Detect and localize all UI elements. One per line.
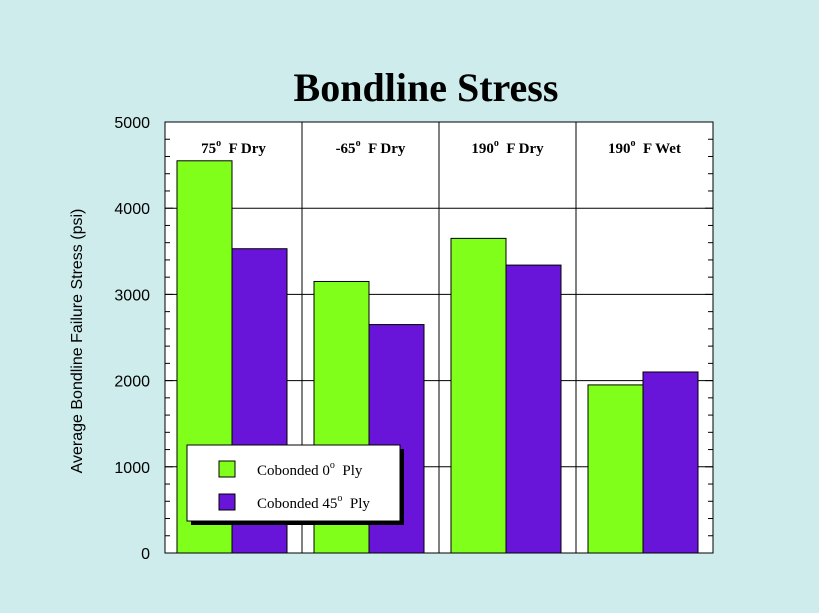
category-label: 190o F Dry	[471, 138, 544, 157]
bar-series-1	[587, 384, 644, 554]
legend-label-2: Cobonded 45o Ply	[257, 493, 370, 512]
y-tick-label: 3000	[114, 287, 150, 304]
bar-series-2	[505, 264, 562, 554]
legend-swatch-2	[218, 493, 236, 511]
legend-swatch-1	[218, 460, 236, 478]
bar-series-2	[642, 371, 699, 554]
category-label: -65o F Dry	[336, 138, 406, 157]
legend-label-1: Cobonded 0o Ply	[257, 460, 363, 479]
bar-series-1	[450, 237, 507, 554]
chart-title: Bondline Stress	[294, 65, 559, 110]
plot-border	[164, 121, 714, 554]
legend: Cobonded 0o Ply Cobonded 45o Ply	[186, 444, 404, 525]
y-axis-label: Average Bondline Failure Stress (psi)	[69, 209, 86, 474]
category-label: 190o F Wet	[608, 138, 681, 157]
y-tick-label: 5000	[114, 115, 150, 132]
y-tick-label: 1000	[114, 460, 150, 477]
category-label: 75o F Dry	[201, 138, 266, 157]
y-tick-label: 0	[141, 546, 150, 563]
y-tick-label: 4000	[114, 201, 150, 218]
y-tick-label: 2000	[114, 374, 150, 391]
